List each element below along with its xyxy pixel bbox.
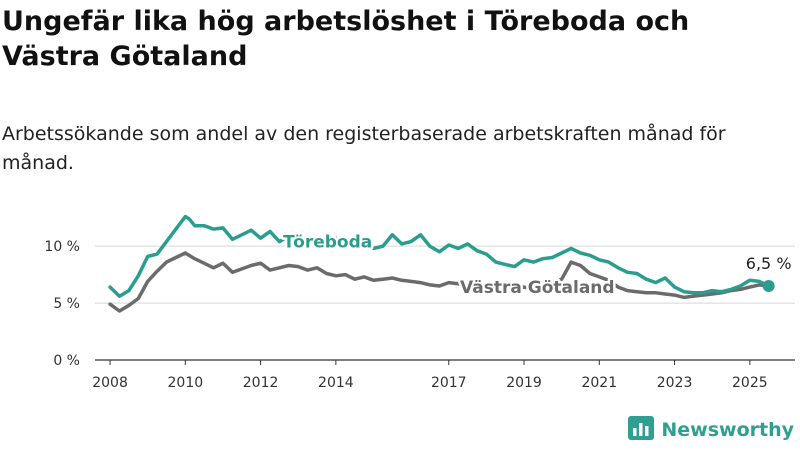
series-label-vastra-gotaland: Västra Götaland bbox=[460, 278, 615, 298]
brand-name: Newsworthy bbox=[661, 419, 794, 441]
x-tick-label: 2019 bbox=[506, 375, 542, 391]
last-value-label: 6,5 % bbox=[746, 254, 792, 273]
x-tick-label: 2010 bbox=[168, 375, 204, 391]
x-axis-ticks: 2008 2010 2012 2014 2017 2019 2021 2023 2025 bbox=[92, 360, 768, 391]
x-tick-label: 2023 bbox=[657, 375, 693, 391]
series-line-vastra-gotaland bbox=[108, 251, 771, 313]
series-label-toreboda: Töreboda bbox=[283, 232, 372, 252]
x-tick-label: 2008 bbox=[92, 375, 128, 391]
series-labels: 6,5 % Töreboda Västra Götaland bbox=[281, 230, 792, 301]
chart-grid bbox=[95, 245, 795, 361]
y-axis-ticks: 0 % 5 % 10 % bbox=[44, 239, 80, 369]
bar-chart-logo-icon bbox=[628, 416, 655, 444]
y-tick-label: 0 % bbox=[53, 353, 80, 369]
x-tick-label: 2021 bbox=[581, 375, 617, 391]
chart-subtitle: Arbetssökande som andel av den registerb… bbox=[2, 123, 726, 174]
brand: Newsworthy bbox=[628, 416, 794, 444]
y-tick-label: 10 % bbox=[44, 239, 80, 255]
x-tick-label: 2025 bbox=[732, 375, 768, 391]
series-lines bbox=[108, 214, 775, 313]
x-tick-label: 2017 bbox=[431, 375, 467, 391]
last-value-dot bbox=[762, 280, 775, 292]
x-tick-label: 2014 bbox=[318, 375, 354, 391]
series-line-toreboda bbox=[108, 214, 771, 298]
y-tick-label: 5 % bbox=[53, 296, 80, 312]
chart-title: Ungefär lika hög arbetslöshet i Töreboda… bbox=[2, 6, 690, 72]
x-tick-label: 2012 bbox=[243, 375, 279, 391]
